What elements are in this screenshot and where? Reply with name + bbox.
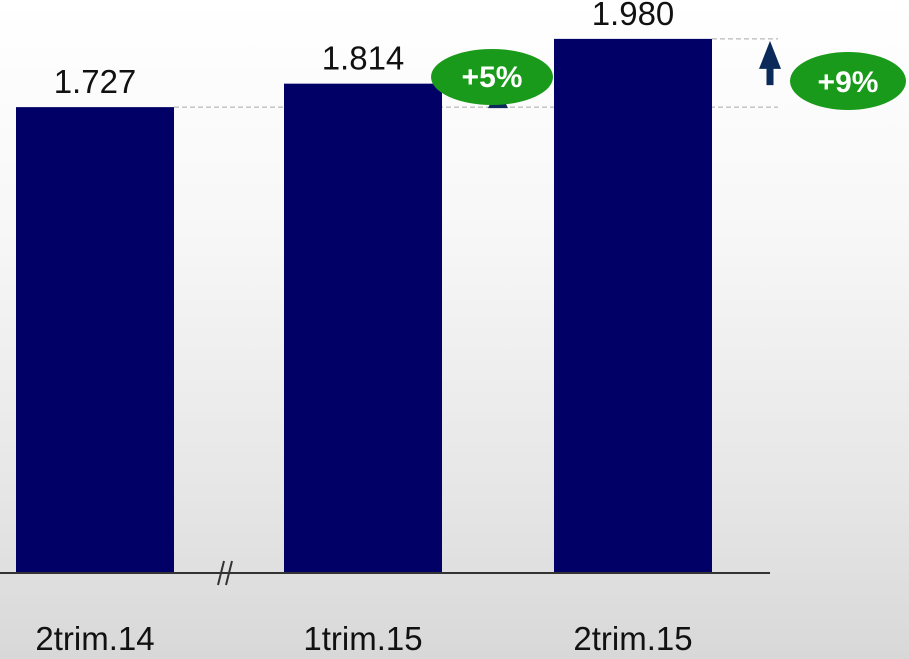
bar-2 [284,83,442,573]
category-label-1: 2trim.14 [35,620,154,657]
bar-1 [16,107,174,573]
category-label-2: 1trim.15 [303,620,422,657]
axis-break-slash-1 [217,560,225,586]
x-axis [0,560,770,586]
value-label-1: 1.727 [54,63,137,100]
value-label-2: 1.814 [322,40,405,77]
axis-break-mark [217,560,233,586]
growth-badge-1-text: +5% [462,61,523,94]
axis-break-slash-2 [225,560,233,586]
growth-arrow-2-head [759,40,781,69]
growth-annotations: +5% +9% [431,40,906,110]
value-label-3: 1.980 [592,0,675,32]
growth-badge-1 [431,49,553,105]
bars [16,38,712,573]
bar-3 [554,38,712,573]
growth-badge-2 [790,52,906,110]
category-label-3: 2trim.15 [573,620,692,657]
value-labels: 1.727 1.814 1.980 [54,0,675,100]
category-labels: 2trim.14 1trim.15 2trim.15 [35,620,692,657]
growth-badge-2-text: +9% [818,66,879,99]
